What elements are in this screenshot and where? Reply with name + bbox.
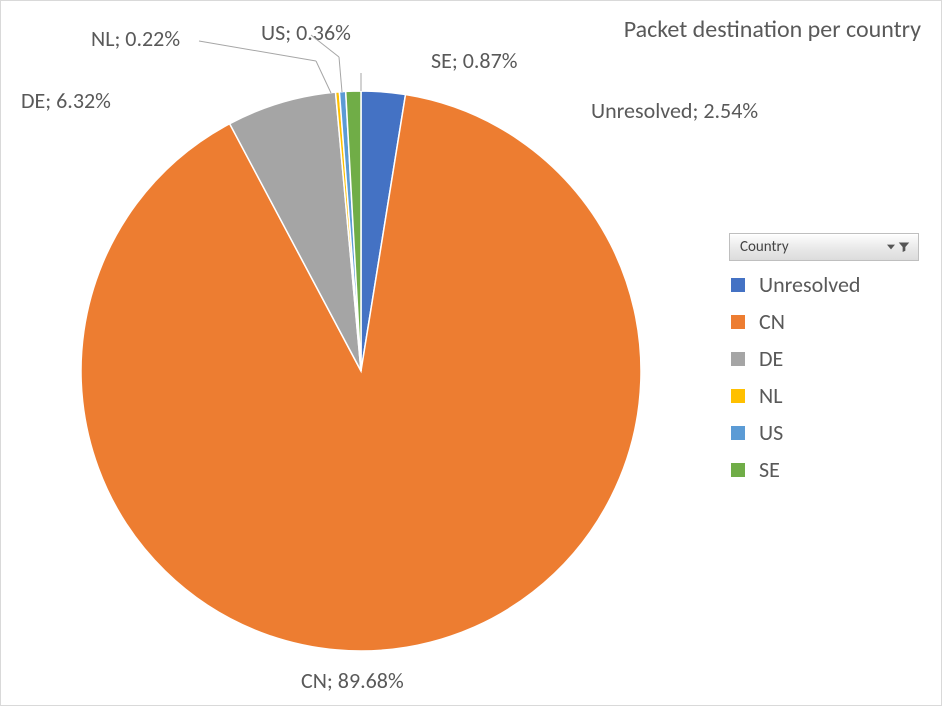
label-us: US; 0.36%	[261, 19, 351, 46]
legend-swatch	[731, 315, 745, 329]
legend-item-cn[interactable]: CN	[731, 308, 917, 335]
filter-icon	[887, 241, 910, 253]
legend-swatch	[731, 278, 745, 292]
legend-swatch	[731, 426, 745, 440]
legend-swatch	[731, 463, 745, 477]
legend-swatch	[731, 389, 745, 403]
chevron-down-icon	[887, 243, 895, 251]
legend-item-de[interactable]: DE	[731, 345, 917, 372]
legend-item-label: Unresolved	[759, 271, 860, 298]
legend-item-label: CN	[759, 308, 785, 335]
legend-filter-button[interactable]: Country	[729, 233, 919, 261]
label-nl: NL; 0.22%	[91, 25, 180, 52]
label-se: SE; 0.87%	[431, 47, 517, 74]
label-de: DE; 6.32%	[21, 87, 111, 114]
chart-frame: Packet destination per country SE; 0.87%…	[0, 0, 942, 706]
legend-item-nl[interactable]: NL	[731, 382, 917, 409]
funnel-icon	[898, 241, 910, 253]
legend-item-label: US	[759, 419, 783, 446]
legend-item-label: SE	[759, 456, 780, 483]
legend-header-label: Country	[740, 238, 789, 256]
legend-item-label: NL	[759, 382, 782, 409]
legend-item-us[interactable]: US	[731, 419, 917, 446]
legend-item-unresolved[interactable]: Unresolved	[731, 271, 917, 298]
legend-swatch	[731, 352, 745, 366]
legend-items: Unresolved CN DE NL US SE	[729, 271, 919, 483]
legend-item-label: DE	[759, 345, 783, 372]
label-unresolved: Unresolved; 2.54%	[591, 97, 758, 124]
label-cn: CN; 89.68%	[301, 667, 404, 694]
legend: Country Unresolved CN DE NL US SE	[729, 233, 919, 493]
legend-item-se[interactable]: SE	[731, 456, 917, 483]
